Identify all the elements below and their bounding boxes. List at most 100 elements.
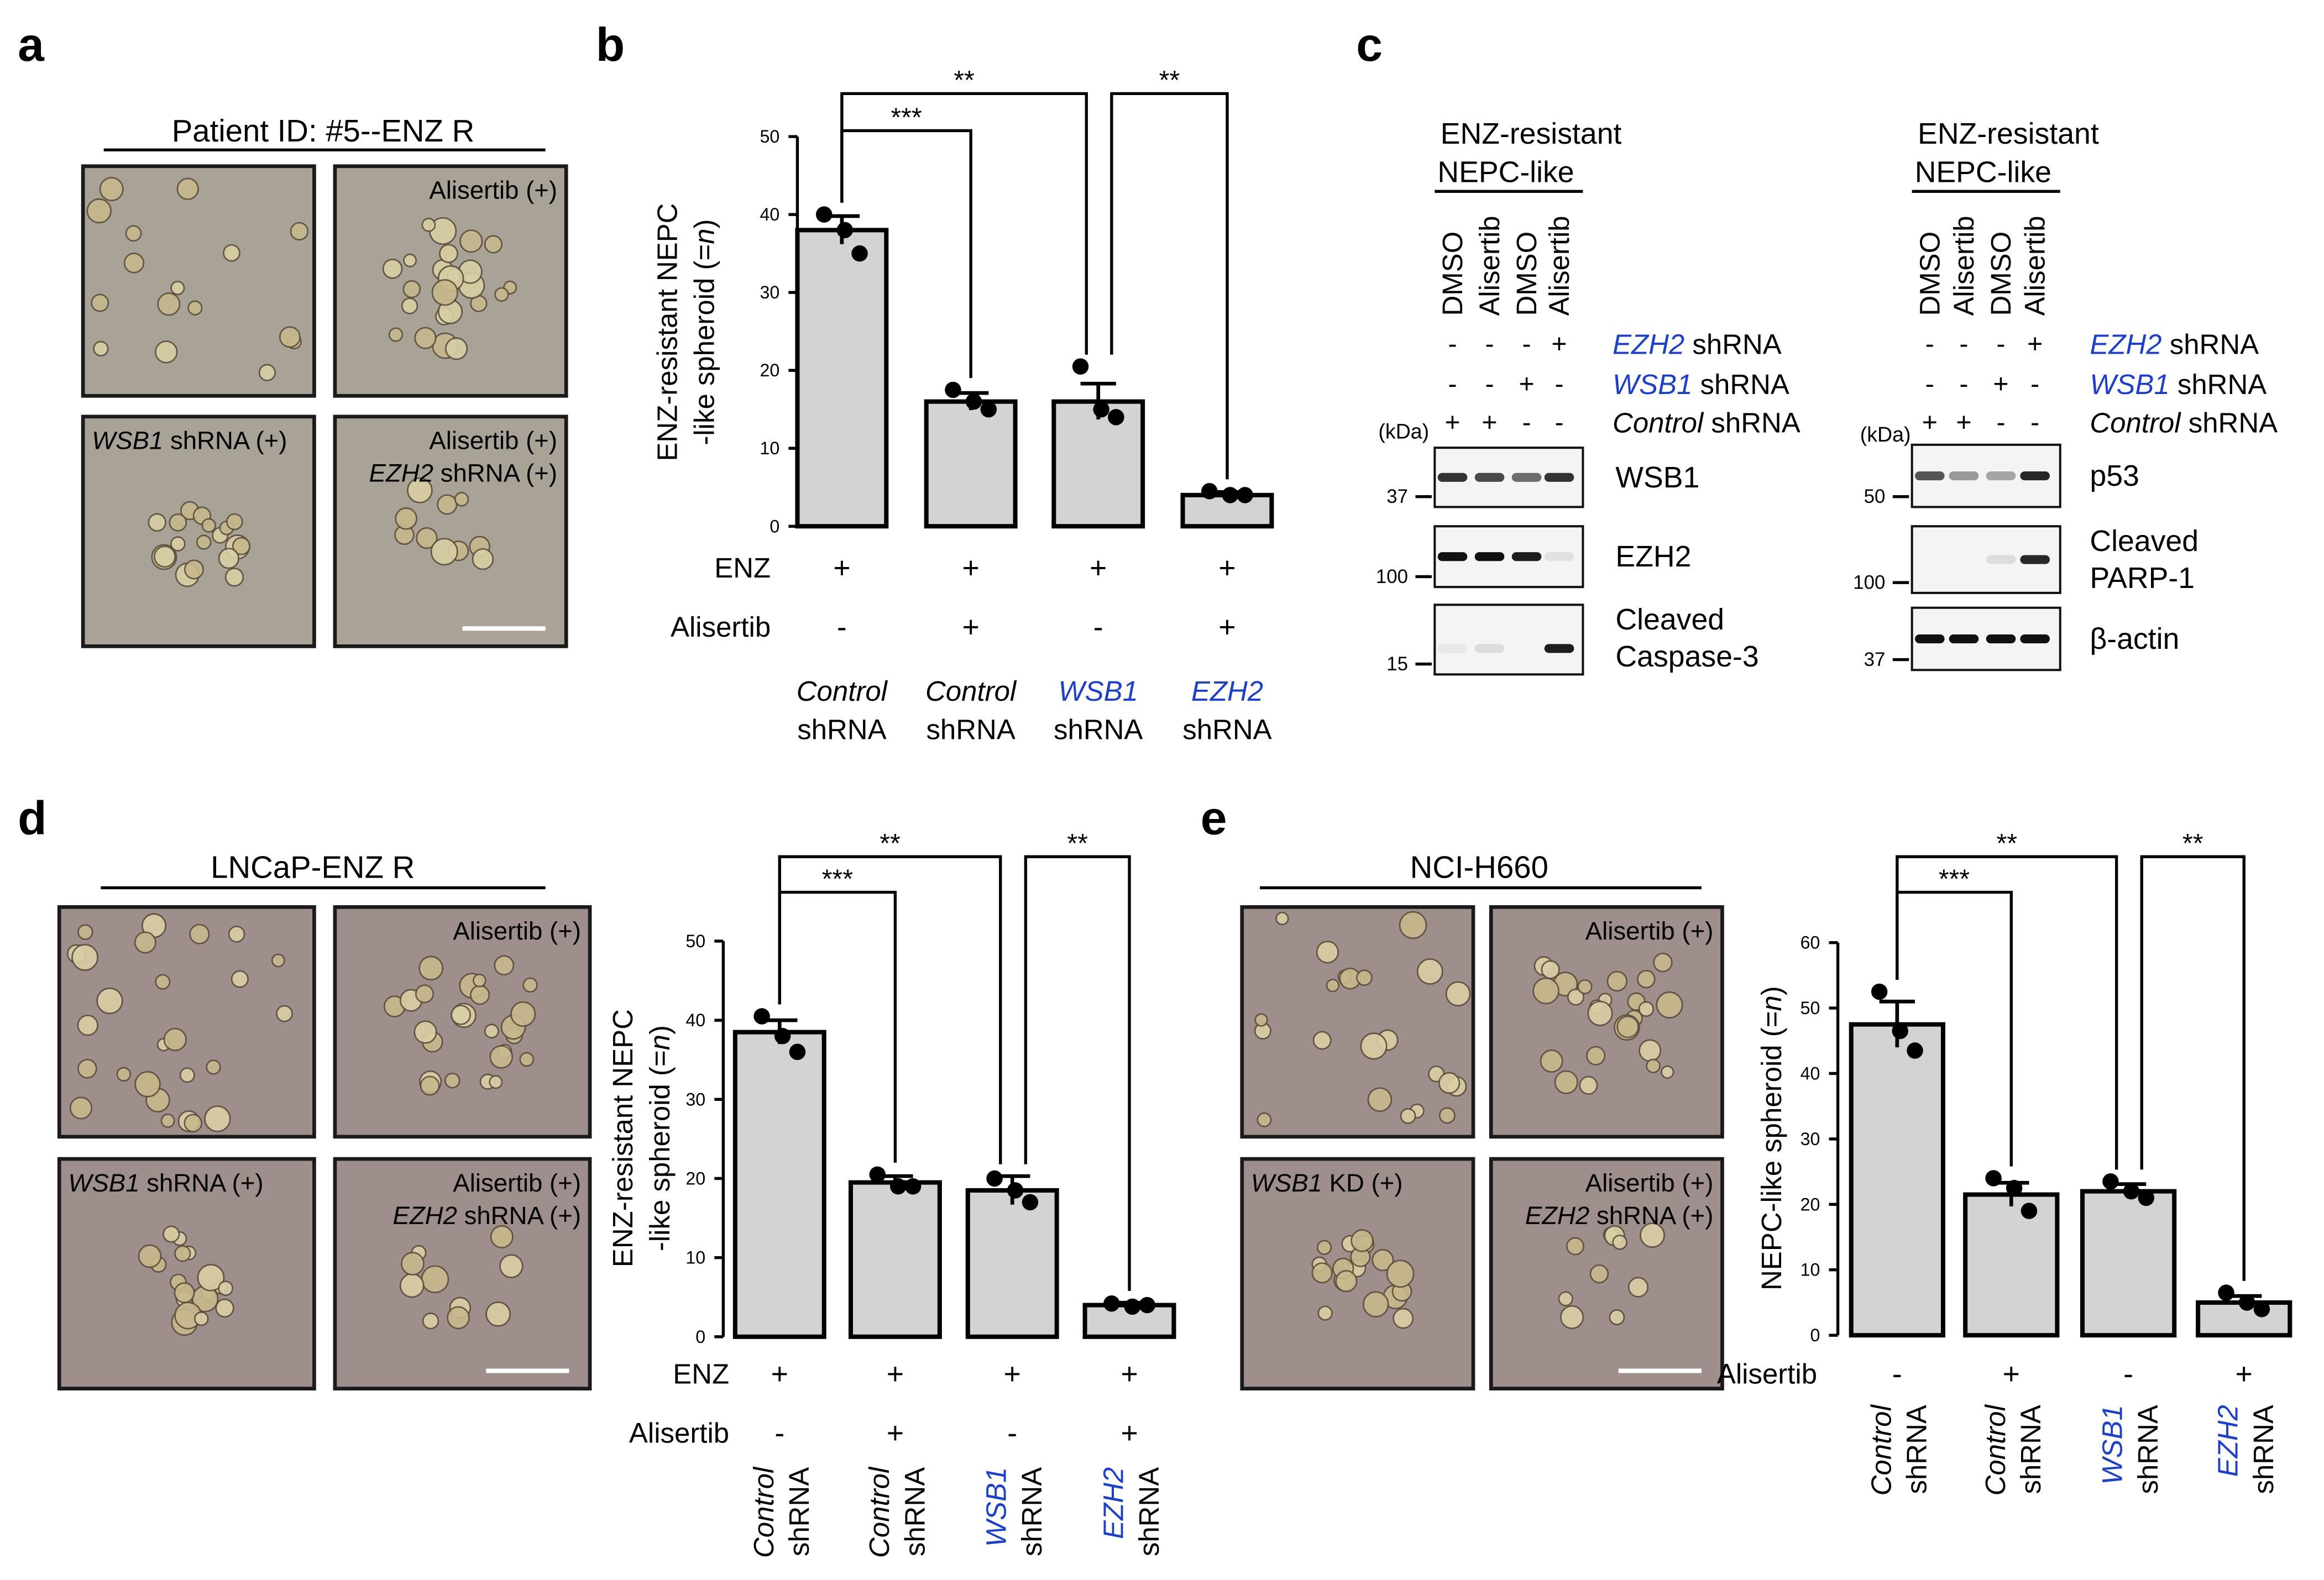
cell [1445, 981, 1471, 1007]
cell [1627, 1277, 1649, 1298]
category-label-part: Control [797, 675, 888, 706]
condition-sign: - [1448, 369, 1457, 399]
condition-sign: - [1522, 408, 1531, 438]
band [1474, 473, 1505, 482]
image-label-part: Alisertib (+) [429, 176, 557, 204]
cell [155, 974, 171, 990]
cell [160, 1113, 175, 1128]
marker-label: 50 [1864, 486, 1886, 507]
data-point [1072, 358, 1089, 375]
category-label-part: shRNA [1182, 713, 1271, 745]
condition-label-part: EZH2 [2090, 328, 2161, 360]
cell [484, 1023, 499, 1039]
category-label-part: EZH2 [1097, 1467, 1129, 1539]
condition-label-part: EZH2 [1613, 328, 1684, 360]
y-axis-label-part: -like spheroid (= [688, 244, 720, 445]
row-sign: - [1093, 611, 1103, 644]
category-label: WSB1 [980, 1467, 1012, 1547]
cell [1312, 1031, 1332, 1050]
y-tick-label: 0 [695, 1327, 705, 1347]
cell [223, 244, 240, 262]
y-axis-label: NEPC-like spheroid (=n) [1755, 986, 1787, 1290]
band [1511, 552, 1542, 561]
y-axis-label-part: -like spheroid (= [644, 1050, 676, 1251]
y-tick-label: 20 [1800, 1194, 1820, 1214]
image-label-part: Alisertib (+) [453, 917, 581, 945]
category-label: shRNA [1054, 713, 1143, 745]
cell [231, 970, 249, 988]
cell [218, 548, 239, 569]
cell [134, 1071, 161, 1098]
y-tick-label: 40 [1800, 1063, 1820, 1083]
image-label-part: Alisertib (+) [1585, 917, 1714, 945]
category-label: Control [1865, 1404, 1897, 1495]
cell [484, 235, 503, 254]
cell [176, 177, 199, 200]
cell [197, 1264, 225, 1292]
lane-label: DMSO [1511, 232, 1542, 316]
cell [1363, 1291, 1389, 1317]
row-label: ENZ [673, 1358, 729, 1389]
image-label: Alisertib (+) [1585, 917, 1714, 945]
micrograph [333, 414, 568, 648]
micrograph [57, 905, 316, 1139]
cell [399, 1273, 425, 1298]
y-tick-label: 10 [760, 438, 779, 458]
y-axis-label-part: ) [1755, 986, 1787, 995]
significance-bracket [840, 92, 1088, 355]
data-point [869, 1166, 886, 1183]
row-sign: + [1004, 1357, 1021, 1390]
lane-label: DMSO [1914, 232, 1945, 316]
cell [1639, 1039, 1662, 1062]
image-label: Alisertib (+) [429, 176, 557, 204]
cell [1566, 1237, 1584, 1256]
cell [459, 229, 483, 253]
cell [1400, 1108, 1416, 1124]
condition-sign: - [1996, 408, 2005, 438]
category-label-part: shRNA [926, 713, 1015, 745]
cell [184, 1114, 202, 1133]
condition-sign: + [1551, 329, 1567, 359]
cell [1638, 1001, 1655, 1017]
category-label: Control [863, 1466, 894, 1558]
y-axis-label: ENZ-resistant NEPC [651, 203, 683, 461]
band [1986, 634, 2016, 644]
y-axis-label-part: n [1755, 995, 1787, 1011]
y-axis-label-part: ) [688, 219, 720, 228]
band [1986, 555, 2016, 564]
cell [1656, 991, 1683, 1019]
data-point [836, 222, 853, 239]
condition-sign: + [1519, 369, 1534, 399]
image-label-part: EZH2 [392, 1201, 457, 1229]
marker-label: 100 [1853, 572, 1885, 594]
category-label: EZH2 [1191, 675, 1263, 706]
blot-header: NEPC-like [1437, 155, 1574, 188]
data-point [789, 1043, 806, 1061]
cell [489, 1075, 503, 1089]
band [1437, 644, 1468, 653]
condition-sign: - [1925, 329, 1934, 359]
category-label: shRNA [899, 1467, 930, 1556]
significance-label: *** [891, 102, 922, 132]
cell [1316, 1240, 1332, 1255]
bar [1963, 1192, 2060, 1338]
row-label: Alisertib [1717, 1358, 1817, 1389]
band [1474, 552, 1505, 561]
cell [1351, 1229, 1374, 1252]
bar [2080, 1189, 2177, 1338]
condition-sign: - [1448, 329, 1457, 359]
significance-label: ** [880, 828, 901, 858]
row-sign: + [1218, 551, 1236, 584]
data-point [945, 381, 961, 398]
category-label: shRNA [1016, 1467, 1048, 1556]
cell [485, 1301, 511, 1327]
row-label: Alisertib [629, 1418, 729, 1449]
micrograph [81, 414, 316, 648]
cell [1640, 1222, 1665, 1248]
protein-label: EZH2 [1615, 540, 1691, 573]
condition-sign: + [1956, 408, 1971, 438]
row-sign: + [771, 1357, 788, 1390]
cell [454, 492, 469, 507]
category-label: WSB1 [1059, 675, 1138, 706]
data-point [2238, 1294, 2255, 1311]
